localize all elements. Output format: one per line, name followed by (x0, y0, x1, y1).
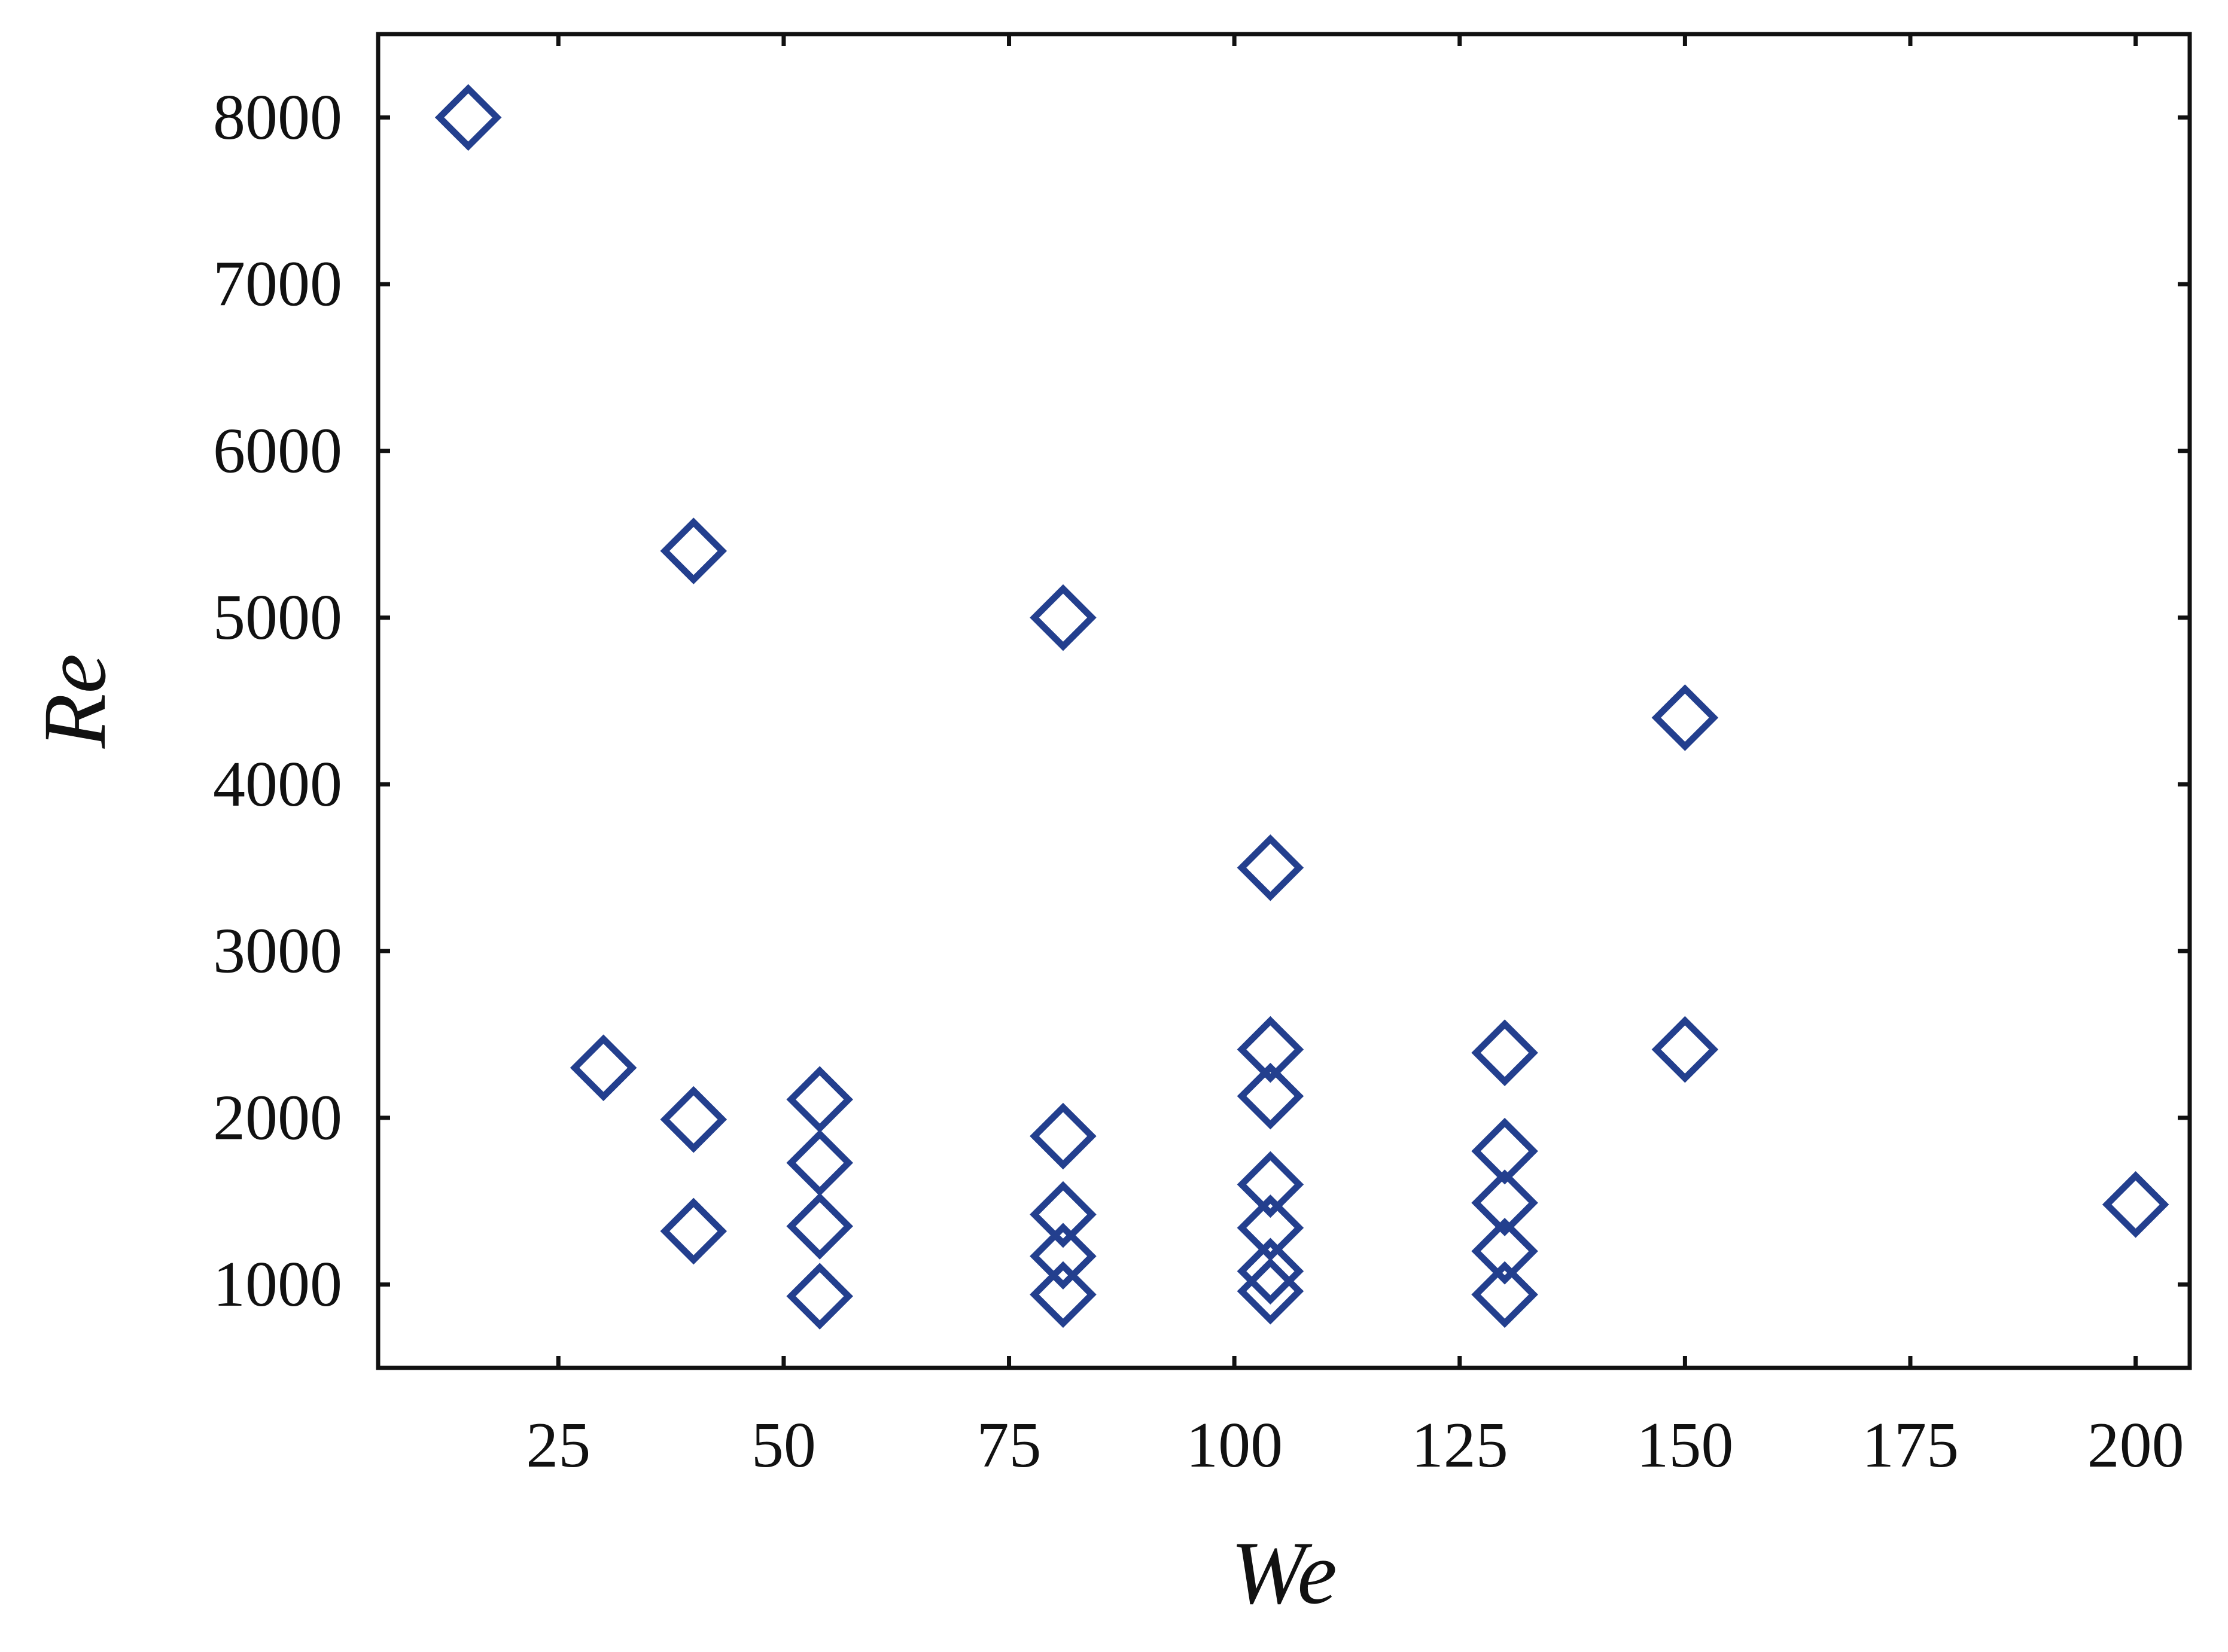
data-point (1237, 834, 1304, 901)
x-axis-label: We (1231, 1523, 1337, 1623)
y-tick-labels: 1000 2000 3000 4000 5000 6000 7000 8000 (213, 82, 342, 1320)
x-tick-label: 150 (1636, 1410, 1733, 1481)
data-point (570, 1034, 637, 1102)
data-point (434, 84, 502, 151)
data-point (1030, 584, 1097, 651)
data-point (786, 1129, 853, 1196)
data-point (660, 1086, 728, 1153)
data-point (1237, 1194, 1304, 1261)
data-point (1471, 1117, 1538, 1185)
plot-marks (434, 84, 2169, 1330)
data-point (1030, 1181, 1097, 1248)
data-point (1030, 1223, 1097, 1290)
data-point (1237, 1016, 1304, 1083)
data-point (786, 1263, 853, 1330)
data-point (1030, 1261, 1097, 1328)
data-point (1471, 1261, 1538, 1328)
data-point (786, 1066, 853, 1133)
y-tick-label: 2000 (213, 1082, 342, 1153)
y-tick-label: 1000 (213, 1249, 342, 1320)
x-tick-label: 25 (526, 1410, 591, 1481)
data-point (1237, 1238, 1304, 1305)
data-point (786, 1193, 853, 1260)
x-tick-label: 200 (2087, 1410, 2184, 1481)
data-point (1237, 1257, 1304, 1325)
x-tick-label: 50 (751, 1410, 816, 1481)
data-point (1237, 1151, 1304, 1218)
data-point (1471, 1218, 1538, 1285)
data-point (1651, 1016, 1719, 1083)
y-tick-label: 4000 (213, 749, 342, 820)
data-point (660, 517, 728, 584)
y-tick-label: 6000 (213, 415, 342, 486)
y-tick-label: 5000 (213, 582, 342, 653)
data-point (1030, 1102, 1097, 1170)
y-tick-label: 3000 (213, 916, 342, 987)
x-tick-label: 125 (1411, 1410, 1508, 1481)
x-tick-label: 75 (977, 1410, 1042, 1481)
data-point (1471, 1019, 1538, 1086)
data-point (660, 1197, 728, 1265)
data-point (1237, 1062, 1304, 1130)
y-tick-label: 8000 (213, 82, 342, 153)
axis-ticks (378, 34, 2190, 1368)
x-tick-labels: 25 50 75 100 125 150 175 200 (526, 1410, 2184, 1481)
data-point (2102, 1171, 2169, 1238)
x-tick-label: 175 (1862, 1410, 1959, 1481)
plot-frame (376, 32, 2192, 1370)
y-axis-label: Re (25, 654, 124, 749)
y-tick-label: 7000 (213, 249, 342, 320)
data-point (1651, 684, 1719, 751)
x-tick-label: 100 (1186, 1410, 1283, 1481)
data-point (1471, 1169, 1538, 1236)
